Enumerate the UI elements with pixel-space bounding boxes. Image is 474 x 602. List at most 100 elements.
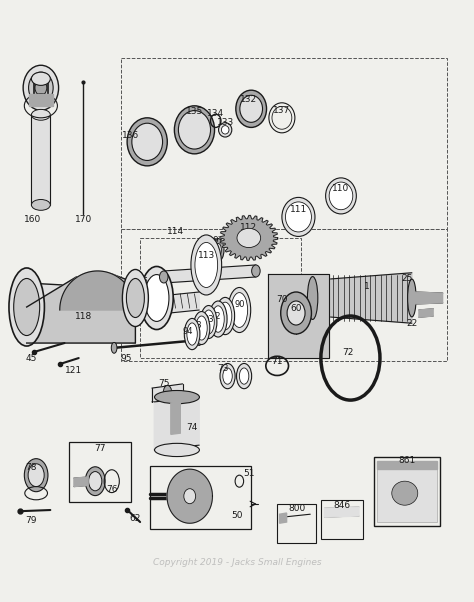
Polygon shape <box>27 274 136 343</box>
Polygon shape <box>29 94 53 106</box>
Polygon shape <box>313 273 412 323</box>
Ellipse shape <box>282 197 315 237</box>
Bar <box>321 500 363 539</box>
Text: 90: 90 <box>234 300 245 308</box>
Text: 71: 71 <box>272 356 283 365</box>
Ellipse shape <box>31 72 50 85</box>
Text: 1: 1 <box>364 282 370 291</box>
Polygon shape <box>268 274 329 358</box>
Ellipse shape <box>219 123 232 137</box>
Text: 137: 137 <box>273 105 291 114</box>
Ellipse shape <box>219 302 232 330</box>
Text: 75: 75 <box>158 379 170 388</box>
Ellipse shape <box>196 316 207 340</box>
Text: 96: 96 <box>201 255 212 264</box>
Ellipse shape <box>145 275 169 321</box>
Ellipse shape <box>9 268 45 346</box>
Polygon shape <box>171 402 180 434</box>
Ellipse shape <box>212 306 224 332</box>
Ellipse shape <box>191 235 222 295</box>
Ellipse shape <box>209 301 227 337</box>
Text: 93: 93 <box>203 314 214 323</box>
Text: 74: 74 <box>186 423 198 432</box>
Bar <box>121 58 447 229</box>
Text: 111: 111 <box>290 205 307 214</box>
Text: 51: 51 <box>243 470 255 479</box>
Bar <box>69 442 131 502</box>
Text: 115: 115 <box>131 278 149 287</box>
Ellipse shape <box>122 270 148 326</box>
Ellipse shape <box>187 323 197 345</box>
Ellipse shape <box>89 471 102 491</box>
Text: 94: 94 <box>182 326 192 335</box>
Text: 135: 135 <box>186 107 203 116</box>
Ellipse shape <box>408 279 416 317</box>
Ellipse shape <box>155 391 200 404</box>
Text: 133: 133 <box>217 118 234 127</box>
Ellipse shape <box>231 293 247 327</box>
Ellipse shape <box>111 343 117 353</box>
Ellipse shape <box>392 481 418 505</box>
Text: 72: 72 <box>342 347 354 356</box>
Ellipse shape <box>201 305 217 338</box>
Text: 160: 160 <box>24 216 41 225</box>
Text: 22: 22 <box>406 319 418 328</box>
Ellipse shape <box>237 364 252 389</box>
Text: 62: 62 <box>130 514 141 523</box>
Ellipse shape <box>287 301 305 325</box>
Ellipse shape <box>155 443 200 456</box>
Ellipse shape <box>127 118 167 166</box>
Ellipse shape <box>23 65 59 110</box>
Ellipse shape <box>28 72 53 104</box>
Ellipse shape <box>239 368 249 384</box>
Text: 113: 113 <box>198 252 215 261</box>
Ellipse shape <box>215 243 221 256</box>
Polygon shape <box>60 271 136 310</box>
Text: 79: 79 <box>26 516 37 525</box>
Text: 25: 25 <box>401 274 413 283</box>
Ellipse shape <box>329 182 353 209</box>
Ellipse shape <box>31 110 50 120</box>
Polygon shape <box>155 397 199 450</box>
Ellipse shape <box>174 106 215 154</box>
Ellipse shape <box>237 228 261 247</box>
Bar <box>150 466 251 529</box>
Ellipse shape <box>220 364 235 389</box>
Polygon shape <box>377 461 437 469</box>
Ellipse shape <box>326 178 356 214</box>
Ellipse shape <box>221 126 229 134</box>
Bar <box>140 238 301 358</box>
Text: 73: 73 <box>217 364 228 373</box>
Text: 861: 861 <box>399 456 416 465</box>
Polygon shape <box>74 477 88 486</box>
Ellipse shape <box>140 267 173 329</box>
Ellipse shape <box>31 199 50 210</box>
Ellipse shape <box>184 489 196 504</box>
Text: 800: 800 <box>288 504 305 513</box>
Text: 95: 95 <box>120 353 132 362</box>
Text: 78: 78 <box>26 464 37 473</box>
Polygon shape <box>419 309 433 317</box>
Text: 136: 136 <box>122 131 139 140</box>
Text: 60: 60 <box>291 303 302 312</box>
Ellipse shape <box>193 311 210 344</box>
Text: 97: 97 <box>212 237 224 246</box>
Ellipse shape <box>209 256 218 273</box>
Ellipse shape <box>196 335 202 346</box>
Ellipse shape <box>240 95 263 122</box>
Bar <box>277 504 316 543</box>
Text: 121: 121 <box>65 365 82 374</box>
Polygon shape <box>152 384 182 402</box>
Ellipse shape <box>132 123 163 161</box>
Text: 170: 170 <box>75 216 92 225</box>
Text: 846: 846 <box>333 501 350 510</box>
Ellipse shape <box>14 279 40 335</box>
Text: 50: 50 <box>231 511 243 520</box>
Ellipse shape <box>203 310 214 334</box>
Ellipse shape <box>228 288 251 332</box>
Ellipse shape <box>195 243 218 288</box>
Text: 92: 92 <box>210 311 221 320</box>
Text: 114: 114 <box>167 228 184 237</box>
Ellipse shape <box>281 292 311 334</box>
Polygon shape <box>31 115 50 205</box>
